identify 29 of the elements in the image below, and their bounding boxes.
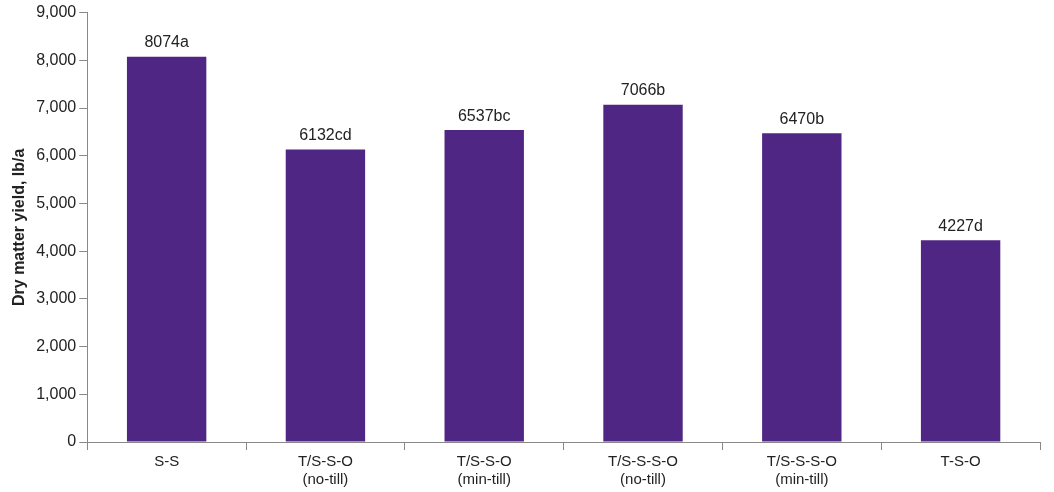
x-tick-label: S-S	[154, 452, 180, 470]
data-label: 6537bc	[457, 106, 511, 124]
y-tick-label: 0	[67, 432, 77, 450]
bar	[285, 149, 366, 442]
x-tick-label: T/S-S-S-O (no-till)	[608, 452, 679, 488]
y-axis-title: Dry matter yield, lb/a	[10, 148, 28, 306]
bar	[603, 104, 683, 442]
y-tick-label: 6,000	[36, 146, 77, 164]
data-label: 4227d	[938, 216, 983, 234]
data-label: 6132cd	[299, 125, 352, 143]
data-label: 7066b	[620, 81, 666, 99]
y-tick-label: 2,000	[36, 336, 77, 354]
bar	[920, 240, 1001, 442]
data-label: 6470b	[779, 109, 825, 127]
x-tick-label: T/S-S-O (min-till)	[456, 452, 512, 488]
y-tick-label: 9,000	[36, 3, 77, 21]
bar	[444, 130, 524, 442]
y-tick-label: 4,000	[36, 241, 77, 259]
y-tick-label: 8,000	[36, 50, 77, 68]
y-tick-label: 7,000	[36, 98, 77, 116]
bar	[762, 133, 842, 442]
x-tick-label: T/S-S-S-O (min-till)	[766, 452, 837, 488]
y-tick-label: 3,000	[36, 289, 77, 307]
x-tick-label: T/S-S-O (no-till)	[297, 452, 353, 488]
data-label: 8074a	[144, 33, 189, 51]
bar	[126, 56, 207, 442]
y-tick-label: 5,000	[36, 193, 77, 211]
x-tick-label: T-S-O	[940, 452, 981, 470]
y-tick-label: 1,000	[36, 384, 77, 402]
